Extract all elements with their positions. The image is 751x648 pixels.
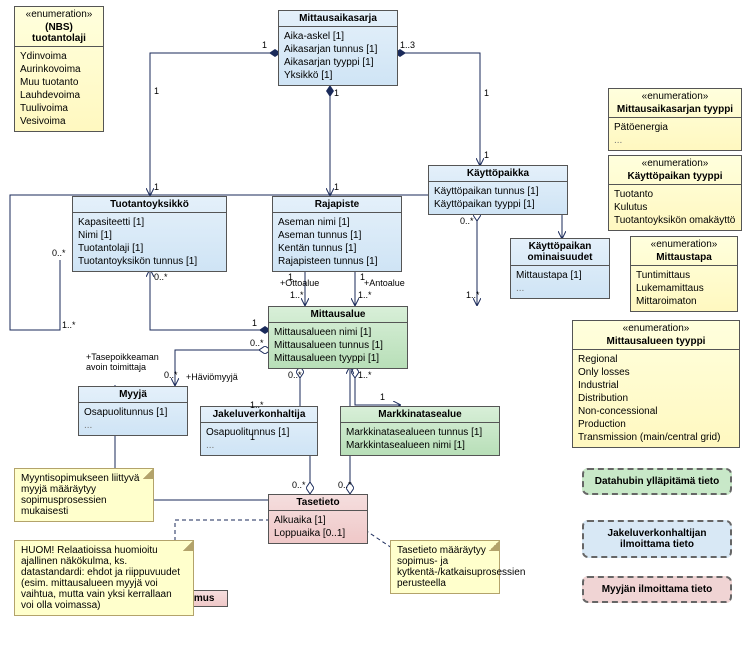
class-jakeluverkonhaltija: Jakeluverkonhaltija Osapuolitunnus [1] .… xyxy=(200,406,318,456)
enum-mittaustapa: «enumeration» Mittaustapa Tuntimittaus L… xyxy=(630,236,738,312)
legend-jakeluverkko: Jakeluverkonhaltijan ilmoittama tieto xyxy=(582,520,732,558)
title: Myyjä xyxy=(79,387,187,403)
title: Tuotantoyksikkö xyxy=(73,197,226,213)
class-rajapiste: Rajapiste Aseman nimi [1] Aseman tunnus … xyxy=(272,196,402,272)
enum-tuotantolaji: «enumeration» (NBS) tuotantolaji Ydinvoi… xyxy=(14,6,104,132)
enum-mittausalueen-tyyppi: «enumeration» Mittausalueen tyyppi Regio… xyxy=(572,320,740,448)
title: Rajapiste xyxy=(273,197,401,213)
class-markkinatasealue: Markkinatasealue Markkinatasealueen tunn… xyxy=(340,406,500,456)
title: (NBS) tuotantolaji xyxy=(15,20,103,47)
note-huom: HUOM! Relaatioissa huomioitu ajallinen n… xyxy=(14,540,194,616)
note-tasetieto: Tasetieto määräytyy sopimus- ja kytkentä… xyxy=(390,540,500,594)
title: Mittausalue xyxy=(269,307,407,323)
legend-datahub: Datahubin ylläpitämä tieto xyxy=(582,468,732,495)
class-myyja: Myyjä Osapuolitunnus [1] ... xyxy=(78,386,188,436)
title: Käyttöpaikan ominaisuudet xyxy=(511,239,609,266)
enum-mittausaikasarjan-tyyppi: «enumeration» Mittausaikasarjan tyyppi P… xyxy=(608,88,742,151)
enum-kayttopaikan-tyyppi: «enumeration» Käyttöpaikan tyyppi Tuotan… xyxy=(608,155,742,231)
class-kayttopaikka: Käyttöpaikka Käyttöpaikan tunnus [1] Käy… xyxy=(428,165,568,215)
class-tuotantoyksikko: Tuotantoyksikkö Kapasiteetti [1] Nimi [1… xyxy=(72,196,227,272)
title: Tasetieto xyxy=(269,495,367,511)
stereo: «enumeration» xyxy=(15,7,103,20)
class-mittausaikasarja: Mittausaikasarja Aika-askel [1] Aikasarj… xyxy=(278,10,398,86)
legend-myyja: Myyjän ilmoittama tieto xyxy=(582,576,732,603)
title: Markkinatasealue xyxy=(341,407,499,423)
diagram-canvas: «enumeration» (NBS) tuotantolaji Ydinvoi… xyxy=(0,0,751,648)
title: Käyttöpaikka xyxy=(429,166,567,182)
class-tasetieto: Tasetieto Alkuaika [1] Loppuaika [0..1] xyxy=(268,494,368,544)
title: Mittausaikasarja xyxy=(279,11,397,27)
note-myyntisopimus: Myyntisopimukseen liittyvä myyjä määräyt… xyxy=(14,468,154,522)
body: Ydinvoima Aurinkovoima Muu tuotanto Lauh… xyxy=(15,47,103,131)
class-kayttopaikan-ominaisuudet: Käyttöpaikan ominaisuudet Mittaustapa [1… xyxy=(510,238,610,299)
class-mittausalue: Mittausalue Mittausalueen nimi [1] Mitta… xyxy=(268,306,408,369)
